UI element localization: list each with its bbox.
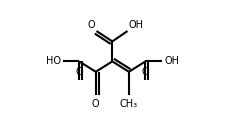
Text: O: O [142,67,149,77]
Text: OH: OH [164,56,179,66]
Text: CH₃: CH₃ [120,99,138,109]
Text: O: O [75,67,83,77]
Text: OH: OH [129,20,144,30]
Text: O: O [87,20,95,30]
Text: HO: HO [46,56,61,66]
Text: O: O [92,99,100,109]
